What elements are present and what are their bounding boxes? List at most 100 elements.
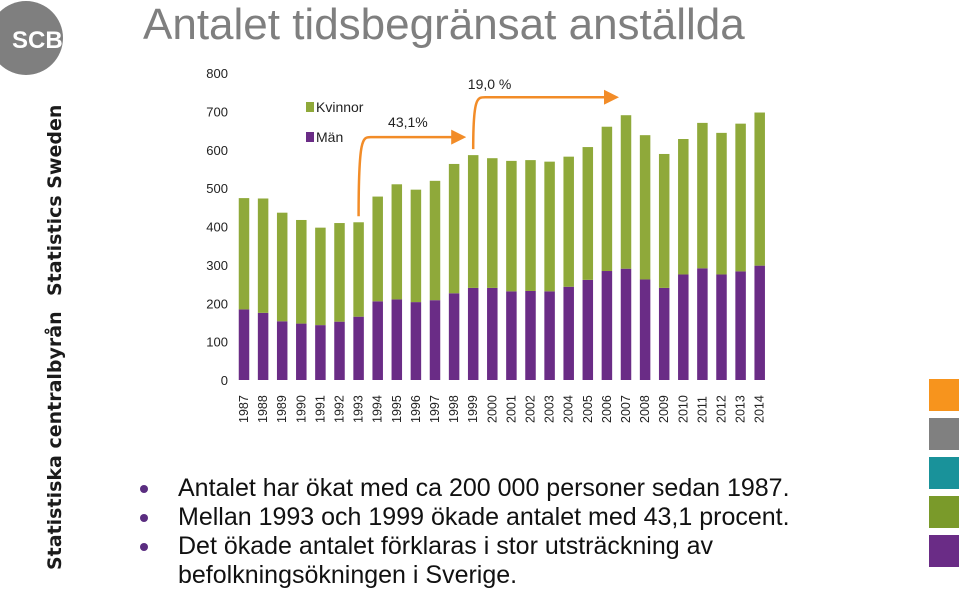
bar-man-2005 — [582, 279, 594, 380]
bar-man-1993 — [353, 316, 364, 380]
bar-man-2007 — [620, 268, 632, 380]
x-tick-label: 1987 — [237, 395, 251, 423]
bullet-text: Antalet har ökat med ca 200 000 personer… — [178, 474, 790, 502]
x-tick-label: 2005 — [581, 395, 595, 423]
x-tick-label: 1997 — [428, 395, 442, 423]
brand-name-english: Statistics Sweden — [44, 104, 66, 296]
annotation-arrow — [357, 129, 467, 217]
x-tick-label: 1990 — [294, 395, 308, 423]
bar-kvinnor-2012 — [716, 132, 727, 275]
x-tick-label: 2010 — [676, 395, 690, 423]
x-tick-label: 2013 — [734, 395, 748, 423]
bar-man-1988 — [257, 312, 269, 380]
bar-man-2014 — [754, 265, 765, 380]
color-square — [929, 496, 959, 528]
bar-man-1990 — [296, 323, 307, 380]
bar-kvinnor-2014 — [754, 112, 765, 266]
bar-man-2010 — [678, 274, 689, 380]
annotation-label: 43,1% — [388, 114, 428, 130]
bar-man-2000 — [487, 287, 498, 380]
bar-kvinnor-1994 — [372, 196, 383, 302]
color-square — [929, 379, 959, 411]
x-tick-label: 2006 — [600, 395, 614, 423]
bar-kvinnor-1993 — [353, 222, 364, 317]
bar-kvinnor-2003 — [544, 161, 555, 292]
bar-kvinnor-2009 — [658, 153, 670, 288]
legend-label: Kvinnor — [316, 99, 364, 115]
scb-logo-text: SCB — [12, 27, 63, 54]
bullet-text: Det ökade antalet förklaras i stor utstr… — [178, 532, 713, 589]
bar-kvinnor-2013 — [735, 123, 746, 272]
x-tick-label: 1988 — [256, 395, 270, 423]
bar-kvinnor-2006 — [601, 126, 613, 272]
y-tick-label: 700 — [206, 104, 228, 119]
bar-man-2012 — [716, 274, 727, 380]
bar-kvinnor-2007 — [620, 115, 632, 269]
y-tick-label: 200 — [206, 296, 228, 311]
bar-man-2009 — [658, 287, 670, 380]
bar-man-1998 — [448, 293, 460, 380]
bullet-marker — [140, 514, 148, 522]
x-tick-label: 2001 — [504, 395, 518, 423]
bar-man-2013 — [735, 271, 746, 380]
x-tick-label: 1991 — [313, 395, 327, 423]
x-tick-label: 2009 — [657, 395, 671, 423]
y-tick-label: 0 — [221, 373, 228, 388]
bar-kvinnor-1998 — [448, 163, 460, 294]
y-tick-label: 500 — [206, 181, 228, 196]
bar-kvinnor-2011 — [697, 122, 708, 269]
bullet-item: Antalet har ökat med ca 200 000 personer… — [140, 474, 940, 503]
x-tick-label: 2008 — [638, 395, 652, 423]
bar-kvinnor-2005 — [582, 147, 594, 280]
x-tick-label: 2000 — [485, 395, 499, 423]
x-tick-label: 2011 — [695, 396, 709, 423]
bar-man-1997 — [429, 300, 441, 380]
bullet-item: Mellan 1993 och 1999 ökade antalet med 4… — [140, 503, 940, 532]
y-tick-label: 800 — [206, 66, 228, 81]
color-square — [929, 457, 959, 489]
bar-man-2008 — [639, 279, 651, 380]
x-tick-label: 2004 — [562, 395, 576, 423]
bullet-list: Antalet har ökat med ca 200 000 personer… — [140, 474, 940, 590]
bar-man-2006 — [601, 271, 613, 380]
x-tick-label: 1994 — [371, 395, 385, 423]
bullet-marker — [140, 543, 148, 551]
bar-man-1995 — [391, 299, 403, 380]
legend-label: Män — [316, 129, 343, 145]
bar-man-1999 — [467, 287, 479, 380]
bar-kvinnor-2004 — [563, 156, 574, 287]
bar-kvinnor-1991 — [315, 227, 326, 326]
bar-kvinnor-1990 — [296, 219, 307, 324]
y-tick-label: 600 — [206, 143, 228, 158]
bar-man-2003 — [544, 291, 555, 380]
x-tick-label: 1993 — [352, 395, 366, 423]
bar-kvinnor-1987 — [238, 198, 250, 310]
color-square — [929, 418, 959, 450]
bar-kvinnor-1997 — [429, 180, 441, 301]
y-tick-label: 100 — [206, 335, 228, 350]
bar-kvinnor-1992 — [334, 223, 345, 322]
bar-man-1989 — [276, 321, 288, 380]
bar-kvinnor-2008 — [639, 135, 651, 280]
bar-man-2011 — [697, 268, 708, 380]
bar-man-1992 — [334, 321, 345, 380]
bar-man-2001 — [506, 291, 517, 380]
bar-man-1996 — [410, 302, 422, 380]
bar-kvinnor-1988 — [257, 198, 269, 313]
bar-man-1987 — [238, 309, 250, 380]
x-tick-label: 1995 — [390, 395, 404, 423]
bar-kvinnor-2002 — [525, 160, 536, 291]
bar-kvinnor-2001 — [506, 160, 517, 292]
bar-kvinnor-2010 — [678, 139, 689, 275]
bar-man-1991 — [315, 325, 326, 380]
annotation-label: 19,0 % — [468, 76, 512, 92]
bar-kvinnor-2000 — [487, 158, 498, 288]
bar-kvinnor-1999 — [467, 155, 479, 288]
bar-man-2004 — [563, 286, 574, 380]
x-tick-label: 2014 — [753, 395, 767, 423]
brand-sidebar: SCB Statistics Sweden Statistiska centra… — [0, 0, 106, 596]
bar-kvinnor-1996 — [410, 189, 422, 303]
annotation-arrow — [471, 89, 619, 150]
x-tick-label: 2007 — [619, 395, 633, 423]
brand-name-swedish: Statistiska centralbyrån — [44, 311, 66, 570]
